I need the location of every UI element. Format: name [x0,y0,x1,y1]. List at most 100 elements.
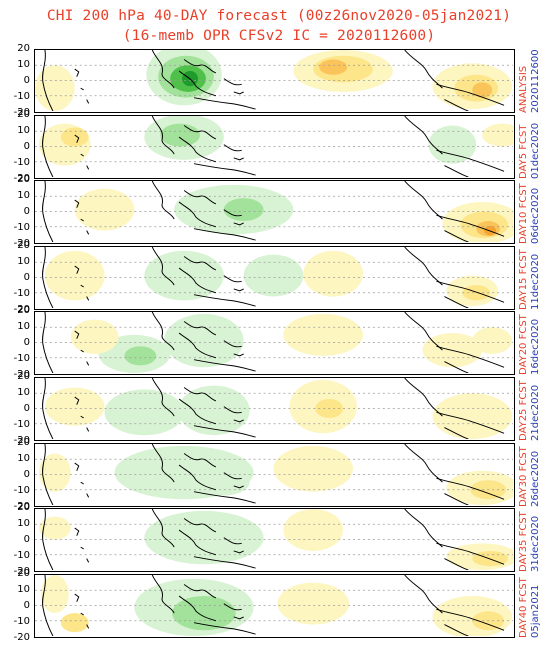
chi-contour-region [178,385,250,436]
panel-side-label: DAY10 FCST 06dec2020 [518,180,541,244]
y-tick-label: -10 [13,419,30,430]
panel-label: DAY40 FCST [518,577,529,638]
chi-contour-region [40,575,69,614]
chi-contour-region [203,539,244,559]
y-tick-label: 10 [17,453,30,464]
chi-contour-region [273,445,354,492]
panel-date: 11dec2020 [530,253,541,310]
chi-contour-region [44,387,105,426]
chi-contour-region [60,613,89,633]
map-field [35,509,513,570]
chi-contour-region [472,327,513,354]
chi-contour-region [277,582,350,625]
y-tick-label: 20 [17,371,30,382]
chi-contour-region [223,198,264,222]
panel-label: DAY5 FCST [518,124,529,179]
panel-label: DAY30 FCST [518,446,529,507]
map-field [35,116,513,177]
y-tick-label: 10 [17,190,30,201]
chi-contour-region [70,319,119,354]
map-field [35,444,513,505]
chi-contour-region [172,595,236,631]
map-field [35,50,513,111]
y-tick-label: -10 [13,353,30,364]
panel-date: 05jan2021 [530,584,541,638]
panel-date: 26dec2020 [530,450,541,507]
panel-date: 01dec2020 [530,122,541,179]
y-tick-label: 0 [23,469,30,480]
map-field [35,378,513,439]
chi-contour-region [197,468,250,496]
panel-side-label: DAY35 FCST 31dec2020 [518,508,541,572]
y-tick-label: 10 [17,584,30,595]
y-tick-label: 10 [17,125,30,136]
coastline [42,247,505,308]
y-tick-label: 20 [17,240,30,251]
y-tick-label: -20 [13,566,30,577]
y-tick-label: 20 [17,174,30,185]
y-tick-label: 0 [23,403,30,414]
chi-contour-region [38,453,71,492]
coastline [42,312,505,373]
panel-date: 2020112600 [530,49,541,113]
chi-contour-region [74,188,135,231]
y-tick-label: 10 [17,387,30,398]
chi-contour-region [462,285,491,301]
forecast-panel [34,311,515,375]
y-tick-label: -20 [13,304,30,315]
map-field [35,575,513,636]
map-field [35,312,513,373]
y-tick-label: -20 [13,369,30,380]
forecast-panel [34,508,515,572]
panel-side-label: DAY20 FCST 16dec2020 [518,311,541,375]
panel-label: ANALYSIS [518,65,529,113]
map-field [35,181,513,242]
chi-contour-region [104,389,185,436]
coastline [42,509,505,570]
y-tick-label: -20 [13,238,30,249]
panel-side-label: DAY30 FCST 26dec2020 [518,443,541,507]
y-tick-label: 0 [23,206,30,217]
coastline [42,116,505,177]
panel-date: 06dec2020 [530,187,541,244]
y-tick-label: 0 [23,141,30,152]
forecast-panel [34,49,515,113]
forecast-panel [34,377,515,441]
panel-date: 16dec2020 [530,318,541,375]
forecast-panel [34,180,515,244]
chi-contour-region [164,313,244,368]
panel-label: DAY10 FCST [518,183,529,244]
forecast-panel [34,246,515,310]
coastline [42,181,505,242]
y-tick-label: 10 [17,256,30,267]
chi-contour-region [283,509,344,551]
coastline [42,575,505,636]
y-tick-label: 20 [17,568,30,579]
figure-title: CHI 200 hPa 40-DAY forecast (00z26nov202… [46,8,512,24]
y-tick-label: -20 [13,501,30,512]
panel-label: DAY15 FCST [518,249,529,310]
y-tick-label: -10 [13,222,30,233]
panel-label: DAY20 FCST [518,314,529,375]
coastline [42,50,505,111]
chi-contour-region [35,65,75,111]
chi-contour-region [60,127,89,147]
figure-subtitle: (16-memb OPR CFSv2 IC = 2020112600) [122,28,436,44]
y-tick-label: 20 [17,305,30,316]
forecast-panel [34,115,515,179]
y-tick-label: -20 [13,632,30,643]
panel-side-label: DAY25 FCST 21dec2020 [518,377,541,441]
chi-contour-region [428,125,477,164]
y-tick-label: 10 [17,321,30,332]
chi-contour-region [160,123,200,147]
y-tick-label: -20 [13,107,30,118]
y-tick-label: -10 [13,288,30,299]
panel-label: DAY35 FCST [518,511,529,572]
forecast-panel [34,443,515,507]
y-tick-label: 0 [23,75,30,86]
chi-contour-region [144,510,264,565]
y-tick-label: -10 [13,616,30,627]
y-tick-label: 10 [17,518,30,529]
y-tick-label: -10 [13,91,30,102]
y-tick-label: 0 [23,600,30,611]
